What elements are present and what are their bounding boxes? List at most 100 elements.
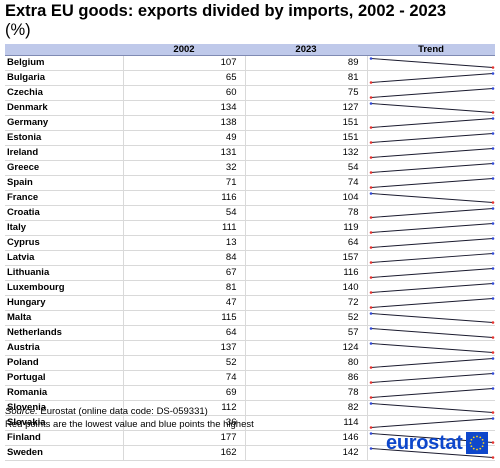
trend-sparkline: [369, 342, 494, 354]
lowest-point: [491, 336, 494, 339]
trend-cell: [366, 130, 495, 146]
trend-line: [370, 148, 493, 158]
table-row: Poland 52 80: [5, 355, 495, 371]
value-2023-cell: 142: [244, 445, 367, 461]
value-2002-cell: 116: [122, 190, 245, 206]
lowest-point: [491, 201, 494, 204]
table-row: Portugal 74 86: [5, 370, 495, 386]
trend-line: [370, 118, 493, 128]
value-2002-cell: 60: [122, 85, 245, 101]
highest-point: [369, 402, 372, 405]
value-2002-cell: 177: [122, 430, 245, 446]
lowest-point: [369, 96, 372, 99]
eurostat-logo: eurostat: [386, 429, 496, 457]
trend-sparkline: [369, 102, 494, 114]
value-2002-cell: 64: [122, 325, 245, 341]
country-cell: France: [5, 190, 123, 206]
highest-point: [491, 87, 494, 90]
legend-note: Red points are the lowest value and blue…: [5, 419, 254, 430]
country-cell: Slovenia: [5, 400, 123, 416]
trend-cell: [366, 70, 495, 86]
trend-line: [370, 88, 493, 98]
header-trend: Trend: [367, 44, 495, 56]
trend-cell: [366, 115, 495, 131]
highest-point: [491, 72, 494, 75]
value-2002-cell: 36: [122, 415, 245, 431]
highest-point: [491, 297, 494, 300]
lowest-point: [369, 171, 372, 174]
lowest-point: [491, 351, 494, 354]
country-cell: Czechia: [5, 85, 123, 101]
trend-cell: [366, 100, 495, 116]
value-2002-cell: 115: [122, 310, 245, 326]
trend-line: [370, 358, 493, 368]
table-row: Latvia 84 157: [5, 250, 495, 266]
country-cell: Cyprus: [5, 235, 123, 251]
lowest-point: [491, 411, 494, 414]
table-row: Luxembourg 81 140: [5, 280, 495, 296]
highest-point: [491, 117, 494, 120]
trend-sparkline: [369, 312, 494, 324]
table-header-row: 2002 2023 Trend: [5, 44, 495, 56]
value-2002-cell: 71: [122, 175, 245, 191]
trend-sparkline: [369, 177, 494, 189]
highest-point: [369, 57, 372, 60]
value-2002-cell: 84: [122, 250, 245, 266]
value-2023-cell: 104: [244, 190, 367, 206]
trend-line: [370, 418, 493, 428]
value-2002-cell: 74: [122, 370, 245, 386]
value-2023-cell: 119: [244, 220, 367, 236]
trend-sparkline: [369, 87, 494, 99]
country-cell: Malta: [5, 310, 123, 326]
trend-sparkline: [369, 297, 494, 309]
lowest-point: [491, 66, 494, 69]
trend-line: [370, 133, 493, 143]
table-body: Belgium 107 89 Bulgaria 65 81 Czechia 60 75 Denma…: [5, 55, 495, 461]
country-cell: Poland: [5, 355, 123, 371]
source-text: Eurostat (online data code: DS-059331): [40, 406, 208, 417]
table-row: Lithuania 67 116: [5, 265, 495, 281]
table-row: Austria 137 124: [5, 340, 495, 356]
trend-line: [370, 208, 493, 218]
lowest-point: [369, 141, 372, 144]
value-2023-cell: 89: [244, 55, 367, 71]
value-2023-cell: 78: [244, 205, 367, 221]
value-2023-cell: 86: [244, 370, 367, 386]
trend-cell: [366, 325, 495, 341]
logo-text: eurostat: [386, 431, 463, 454]
table-row: Germany 138 151: [5, 115, 495, 131]
value-2023-cell: 64: [244, 235, 367, 251]
table-row: Malta 115 52: [5, 310, 495, 326]
trend-sparkline: [369, 72, 494, 84]
lowest-point: [369, 396, 372, 399]
trend-sparkline: [369, 447, 494, 459]
lowest-point: [369, 81, 372, 84]
value-2023-cell: 54: [244, 160, 367, 176]
highest-point: [369, 342, 372, 345]
trend-line: [370, 238, 493, 248]
value-2023-cell: 151: [244, 130, 367, 146]
trend-sparkline: [369, 267, 494, 279]
value-2023-cell: 81: [244, 70, 367, 86]
lowest-point: [369, 426, 372, 429]
highest-point: [369, 192, 372, 195]
trend-cell: [366, 265, 495, 281]
header-country: [5, 44, 123, 56]
table-row: Netherlands 64 57: [5, 325, 495, 341]
country-cell: Denmark: [5, 100, 123, 116]
trend-line: [370, 223, 493, 233]
trend-line: [370, 328, 493, 338]
value-2002-cell: 67: [122, 265, 245, 281]
country-cell: Austria: [5, 340, 123, 356]
trend-line: [370, 73, 493, 83]
highest-point: [491, 237, 494, 240]
value-2002-cell: 69: [122, 385, 245, 401]
trend-line: [370, 343, 493, 353]
country-cell: Finland: [5, 430, 123, 446]
lowest-point: [369, 306, 372, 309]
value-2023-cell: 127: [244, 100, 367, 116]
highest-point: [369, 327, 372, 330]
country-cell: Spain: [5, 175, 123, 191]
country-cell: Portugal: [5, 370, 123, 386]
trend-line: [370, 253, 493, 263]
